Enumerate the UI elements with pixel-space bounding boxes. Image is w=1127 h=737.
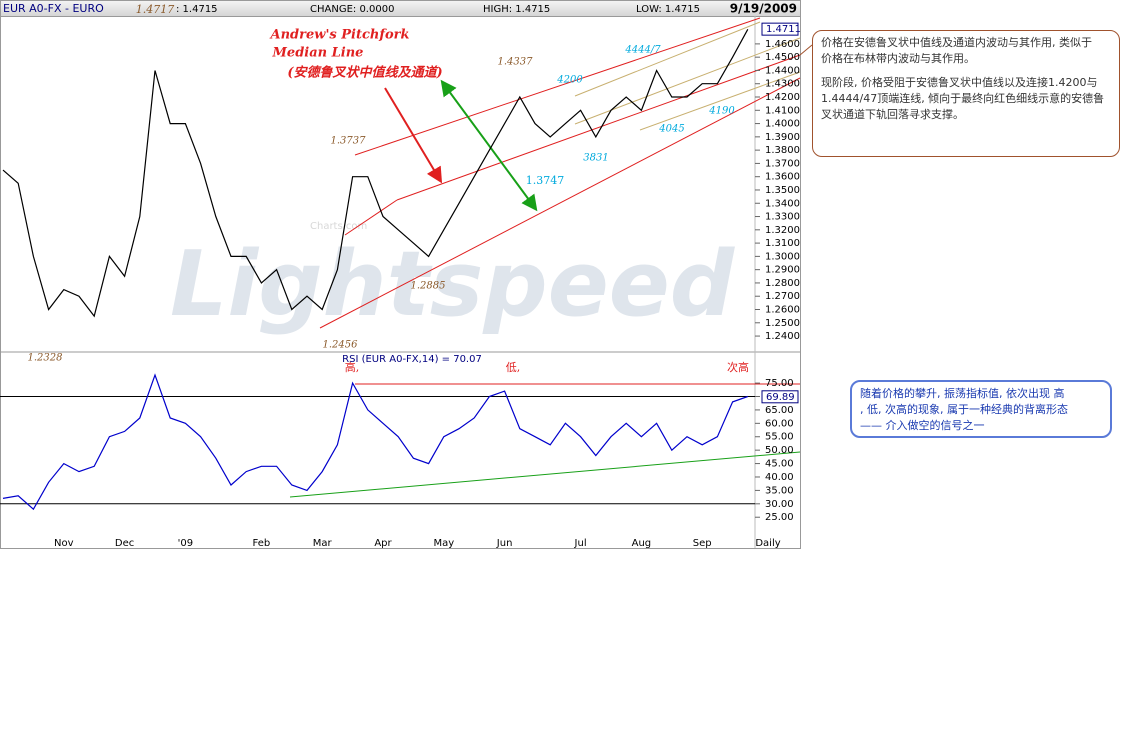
y-tick-label: 1.2600: [765, 305, 800, 316]
x-tick-label: May: [433, 538, 454, 549]
data-line: [2, 29, 749, 318]
y-tick-label: 55.00: [765, 432, 794, 443]
y-tick-label: 1.2500: [765, 318, 800, 329]
note-line: , 低, 次高的现象, 属于一种经典的背离形态: [860, 403, 1068, 416]
annotation: 4190: [708, 106, 735, 117]
y-tick-label: 50.00: [765, 445, 794, 456]
y-tick-label: 1.4300: [765, 79, 800, 90]
annotation: 低,: [506, 361, 521, 374]
annotation: 1.4717: [136, 3, 175, 16]
annotation: 1.2456: [323, 340, 359, 351]
chart-frame: [0, 0, 801, 549]
y-tick-label: 25.00: [765, 512, 794, 523]
x-tick-label: Mar: [313, 538, 333, 549]
y-tick-label: 1.4600: [765, 39, 800, 50]
y-tick-label: 65.00: [765, 405, 794, 416]
x-tick-label: Feb: [253, 538, 271, 549]
annotation: 次高: [727, 360, 749, 374]
annotation: 高,: [345, 360, 360, 374]
rsi-trendline: [289, 451, 801, 498]
y-tick-label: 1.2400: [765, 331, 800, 342]
y-tick-label: 1.3400: [765, 198, 800, 209]
note-line: 随着价格的攀升, 振荡指标值, 依次出现 高: [860, 387, 1065, 400]
current-value-box: [761, 22, 799, 36]
y-tick-label: 1.3300: [765, 212, 800, 223]
annotation: 3831: [583, 153, 608, 164]
rsi-title: RSI (EUR A0-FX,14) = 70.07: [342, 354, 482, 365]
y-tick-label: 40.00: [765, 472, 794, 483]
green-arrow: [440, 79, 538, 212]
y-tick-label: 1.3600: [765, 172, 800, 183]
y-tick-label: 35.00: [765, 485, 794, 496]
y-tick-label: 1.4200: [765, 92, 800, 103]
y-tick-label: 1.3200: [765, 225, 800, 236]
annotation: Median Line: [272, 46, 364, 61]
note-connector: [799, 44, 813, 56]
x-tick-label: Aug: [632, 538, 652, 549]
x-tick-label: Jun: [496, 538, 513, 549]
annotation: 1.3737: [331, 136, 367, 147]
high: HIGH: 1.4715: [483, 4, 550, 15]
y-tick-label: 1.4400: [765, 65, 800, 76]
current-value-box: [761, 390, 799, 404]
y-tick-label: 1.2800: [765, 278, 800, 289]
note-line: 叉状通道下轨回落寻求支撑。: [821, 108, 964, 121]
annotation: 1.2885: [411, 281, 446, 292]
note-line: —— 介入做空的信号之一: [860, 419, 985, 432]
x-tick-label: Nov: [54, 538, 74, 549]
note-line: 价格在安德鲁叉状中值线及通道内波动与其作用, 类似于: [821, 36, 1092, 49]
note-box: 随着价格的攀升, 振荡指标值, 依次出现 高 , 低, 次高的现象, 属于一种经典…: [850, 380, 1112, 438]
annotation: 1.3747: [526, 174, 565, 187]
watermark-site: Charts.com: [310, 221, 367, 232]
last: : 1.4715: [176, 4, 218, 15]
x-tick-label: '09: [178, 538, 193, 549]
y-tick-label: 75.00: [765, 378, 794, 389]
current-value-label: 1.4711: [766, 24, 801, 35]
annotation: 1.2328: [28, 353, 63, 364]
note-box: 价格在安德鲁叉状中值线及通道内波动与其作用, 类似于 价格在布林带内波动与其作用。…: [812, 30, 1120, 157]
y-tick-label: 1.4000: [765, 119, 800, 130]
annotation: (安德鲁叉状中值线及通道): [287, 65, 442, 81]
current-value-label: 69.89: [766, 392, 795, 403]
data-line: [2, 373, 749, 511]
y-tick-label: 1.3500: [765, 185, 800, 196]
watermark: Lightspeed: [170, 232, 736, 337]
y-tick-label: 1.2700: [765, 291, 800, 302]
change: CHANGE: 0.0000: [310, 4, 394, 15]
y-tick-label: 1.3800: [765, 145, 800, 156]
annotation: 4045: [658, 124, 684, 135]
date: 9/19/2009: [730, 2, 797, 16]
red-arrow: [384, 87, 443, 184]
annotation: 4200: [556, 75, 583, 86]
y-tick-label: 1.2900: [765, 265, 800, 276]
symbol: EUR A0-FX - EURO: [3, 2, 104, 15]
note-line: 1.4444/47顶端连线, 倾向于最终向红色细线示意的安德鲁: [821, 92, 1105, 105]
note-line: 现阶段, 价格受阻于安德鲁叉状中值线以及连接1.4200与: [821, 76, 1098, 89]
annotation: 4444/7: [624, 45, 661, 56]
low: LOW: 1.4715: [636, 4, 700, 15]
header-bar: [0, 0, 801, 17]
x-tick-label: Jul: [574, 538, 587, 549]
y-tick-label: 1.3100: [765, 238, 800, 249]
y-tick-label: 1.4500: [765, 52, 800, 63]
y-tick-label: 1.4100: [765, 105, 800, 116]
y-tick-label: 30.00: [765, 499, 794, 510]
x-tick-label: Dec: [115, 538, 134, 549]
y-tick-label: 60.00: [765, 418, 794, 429]
x-tick-label: Sep: [693, 538, 712, 549]
annotation: Andrew's Pitchfork: [269, 28, 410, 43]
note-line: 价格在布林带内波动与其作用。: [821, 52, 975, 65]
x-tick-label: Apr: [374, 538, 392, 549]
y-tick-label: 45.00: [765, 459, 794, 470]
y-tick-label: 1.3700: [765, 158, 800, 169]
y-tick-label: 1.3900: [765, 132, 800, 143]
x-axis-label: Daily: [755, 538, 780, 549]
annotation: 1.4337: [498, 57, 534, 68]
y-tick-label: 1.3000: [765, 251, 800, 262]
